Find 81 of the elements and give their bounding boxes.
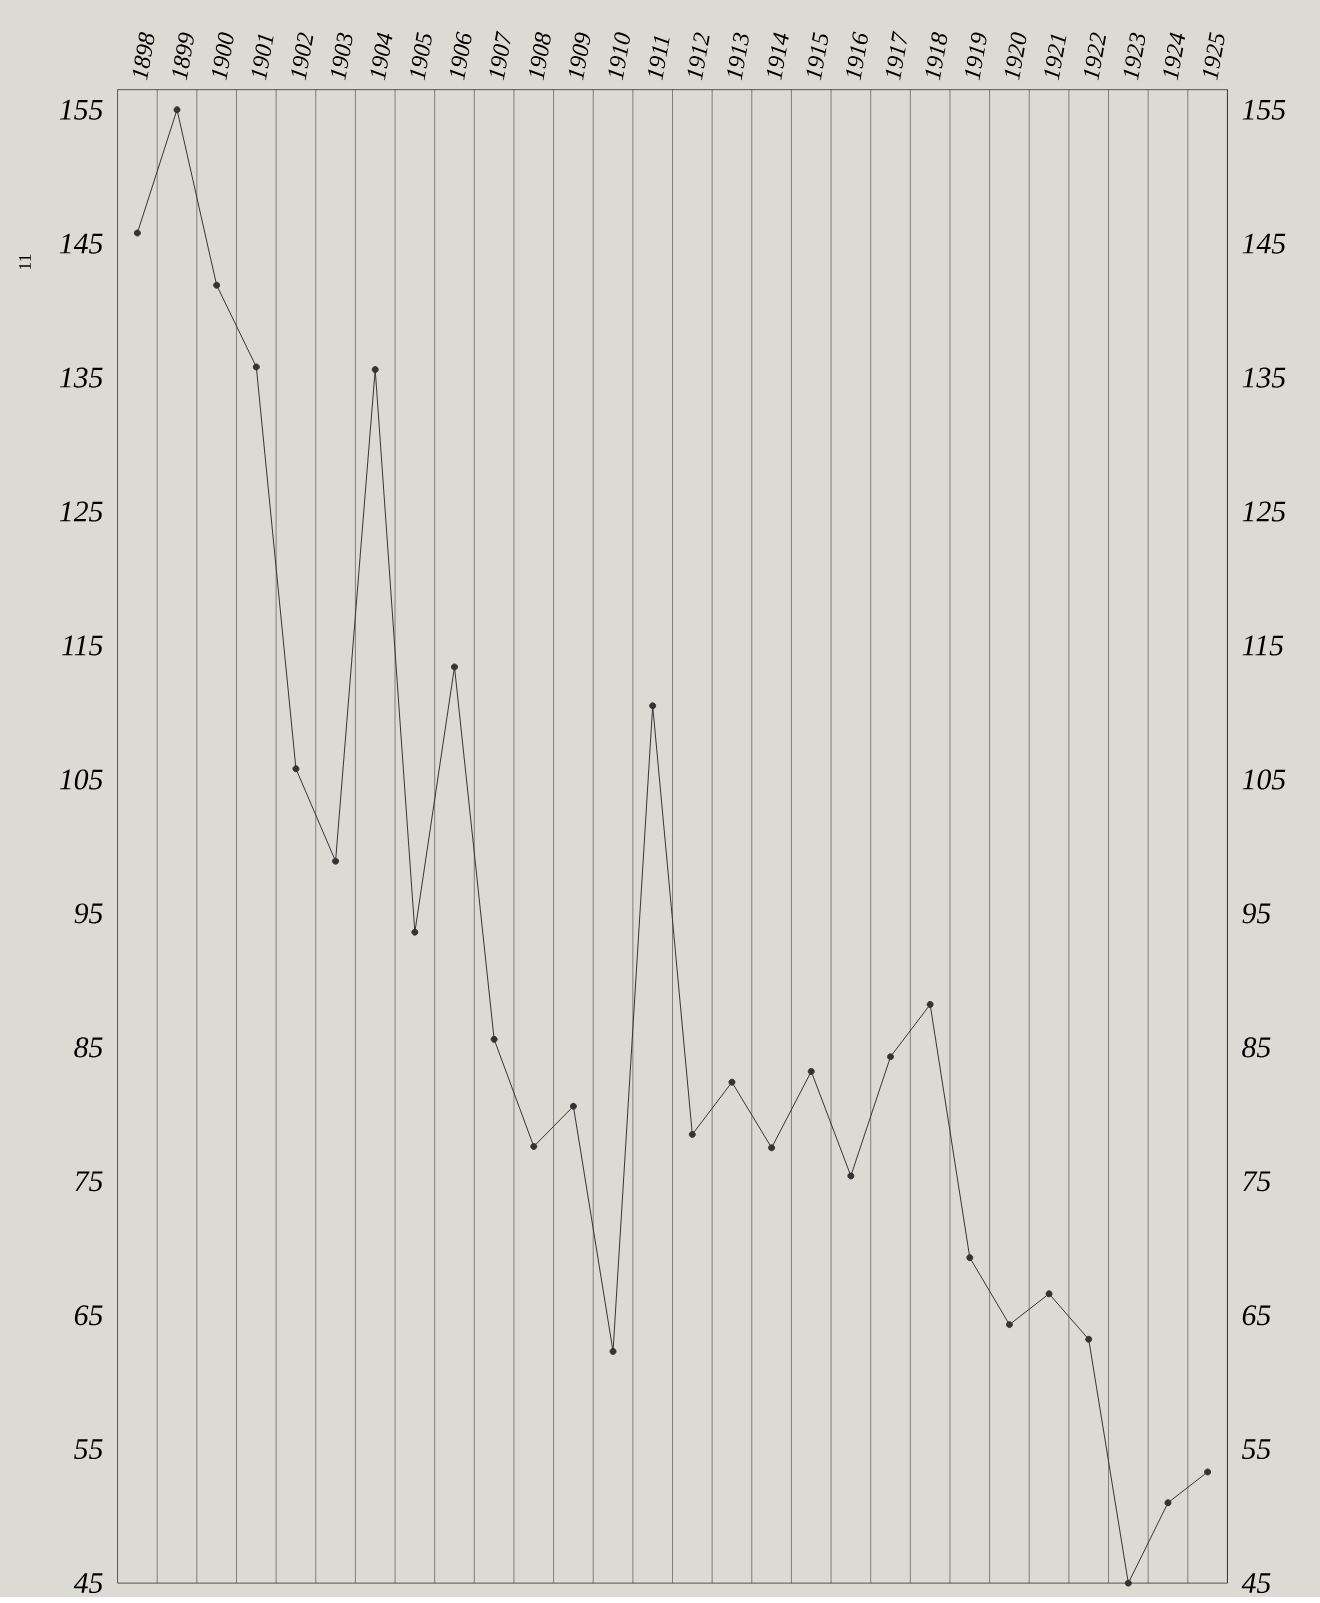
point xyxy=(1005,1321,1013,1329)
point xyxy=(252,363,260,371)
x-tick-label: 1916 xyxy=(846,31,868,81)
point xyxy=(847,1172,855,1180)
y-tick-label: 55 xyxy=(74,1439,103,1460)
point xyxy=(292,765,300,773)
point xyxy=(966,1254,974,1262)
x-tick-label: 1907 xyxy=(489,30,511,81)
x-tick-label: 1923 xyxy=(1123,32,1146,81)
point xyxy=(1164,1499,1172,1507)
point xyxy=(807,1067,815,1075)
y-tick-label: 95 xyxy=(74,903,103,924)
x-tick-label: 1909 xyxy=(568,32,591,81)
y2-tick-label: 85 xyxy=(1242,1037,1271,1058)
x-tick-label: 1914 xyxy=(766,32,789,81)
x-tick-label: 1908 xyxy=(529,32,551,81)
y-tick-label: 105 xyxy=(59,769,103,790)
y-tick-label: 155 xyxy=(59,99,103,120)
x-tick-label: 1920 xyxy=(1004,32,1027,81)
point xyxy=(530,1142,538,1150)
y2-tick-label: 45 xyxy=(1241,1573,1271,1594)
x-tick-label: 1898 xyxy=(132,32,155,81)
y2-tick-label: 145 xyxy=(1242,233,1286,254)
x-tick-label: 1918 xyxy=(925,32,948,81)
x-tick-label: 1905 xyxy=(410,32,432,81)
point xyxy=(728,1078,736,1086)
point xyxy=(213,281,221,289)
point xyxy=(1045,1290,1053,1298)
x-tick-label: 1899 xyxy=(172,32,194,81)
y-tick-label: 125 xyxy=(59,501,103,522)
y-tick-label: 115 xyxy=(62,635,103,656)
y-tick-label: 135 xyxy=(59,367,103,388)
x-tick-label: 1917 xyxy=(885,30,907,81)
y-tick-label: 65 xyxy=(74,1305,103,1326)
x-tick-label: 1912 xyxy=(687,32,710,81)
point xyxy=(768,1144,776,1152)
point xyxy=(371,366,379,374)
point xyxy=(490,1035,498,1043)
point xyxy=(133,229,141,237)
x-tick-label: 1910 xyxy=(608,32,630,81)
y2-tick-label: 155 xyxy=(1242,99,1286,120)
x-tick-label: 1901 xyxy=(251,34,274,81)
point xyxy=(1204,1468,1212,1476)
point xyxy=(569,1102,577,1110)
y2-tick-label: 125 xyxy=(1242,501,1286,522)
x-tick-label: 1921 xyxy=(1044,34,1067,81)
x-tick-label: 1903 xyxy=(330,32,353,81)
x-tick-label: 1925 xyxy=(1202,32,1225,81)
y-tick-label: 45 xyxy=(73,1573,103,1594)
y2-tick-label: 105 xyxy=(1242,769,1286,790)
x-tick-label: 1913 xyxy=(727,32,749,81)
x-tick-label: 1906 xyxy=(449,31,472,81)
point xyxy=(609,1347,617,1355)
x-tick-label: 1924 xyxy=(1163,32,1185,81)
point xyxy=(1124,1579,1132,1587)
point xyxy=(450,663,458,671)
y2-tick-label: 95 xyxy=(1242,903,1271,924)
y2-tick-label: 135 xyxy=(1242,367,1286,388)
x-tick-label: 1915 xyxy=(806,32,828,81)
point xyxy=(411,928,419,936)
x-tick-label: 1922 xyxy=(1084,32,1106,81)
text: 11 xyxy=(18,254,31,270)
y2-tick-label: 65 xyxy=(1242,1305,1271,1326)
point xyxy=(688,1130,696,1138)
x-tick-label: 1911 xyxy=(647,36,670,81)
x-tick-label: 1919 xyxy=(965,32,987,81)
y2-tick-label: 115 xyxy=(1242,635,1284,656)
point xyxy=(926,1001,934,1008)
y-tick-label: 85 xyxy=(74,1037,103,1058)
y2-tick-label: 75 xyxy=(1243,1171,1271,1192)
y-tick-label: 75 xyxy=(75,1171,103,1192)
point xyxy=(173,106,181,114)
point xyxy=(332,857,340,865)
x-tick-label: 1902 xyxy=(291,32,314,81)
point xyxy=(1085,1335,1093,1343)
point xyxy=(886,1053,894,1061)
y2-tick-label: 55 xyxy=(1241,1439,1271,1460)
x-tick-label: 1900 xyxy=(212,32,234,81)
point xyxy=(649,702,657,710)
x-tick-label: 1904 xyxy=(370,32,393,81)
y-tick-label: 145 xyxy=(59,233,103,254)
